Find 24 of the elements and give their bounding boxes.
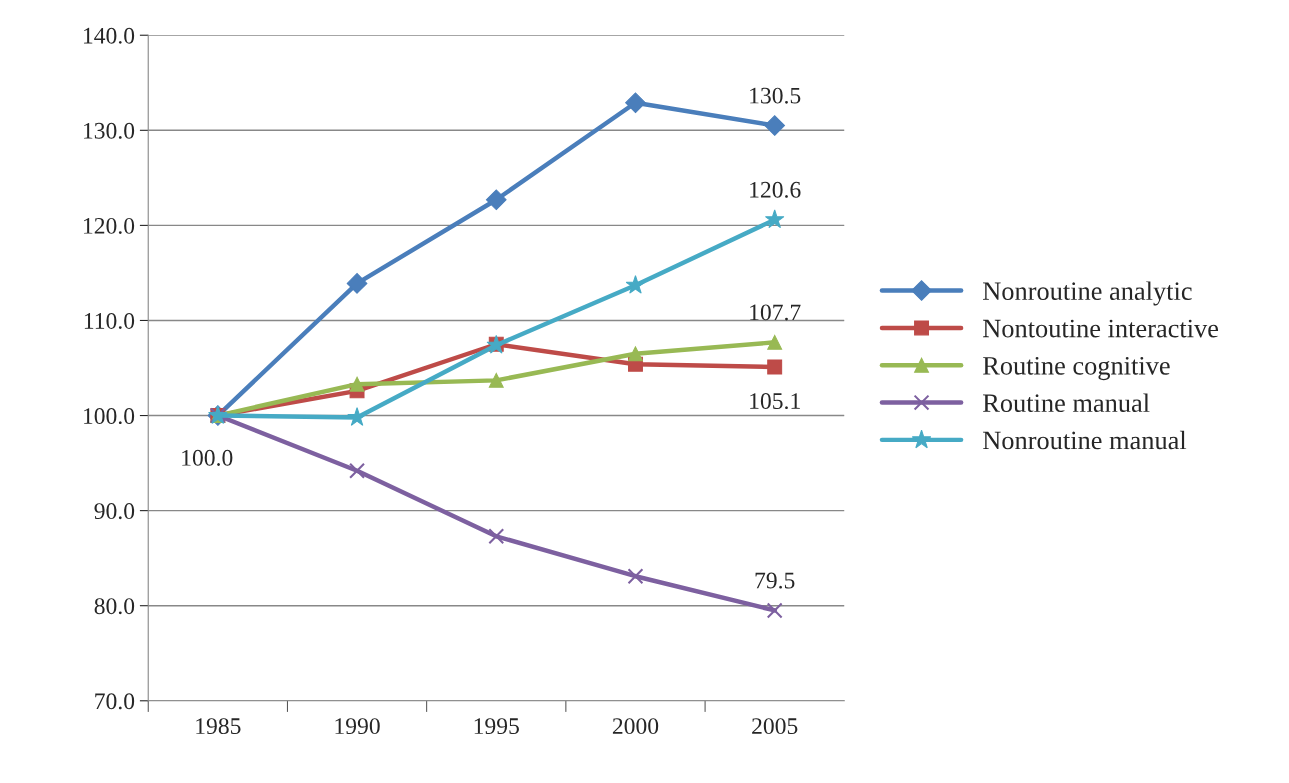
- y-tick-label: 70.0: [95, 693, 135, 710]
- data-label: 120.6: [750, 181, 801, 198]
- x-tick-label: 1995: [474, 718, 519, 735]
- data-label: 130.5: [750, 87, 801, 104]
- x-tick-label: 1990: [335, 718, 380, 735]
- y-tick-label: 120.0: [83, 217, 135, 234]
- legend-label: Nonroutine analytic: [983, 281, 1192, 306]
- legend-label: Nonroutine manual: [983, 430, 1187, 450]
- y-tick-label: 80.0: [94, 598, 135, 615]
- y-tick-label: 140.0: [83, 27, 135, 44]
- y-tick-label: 110.0: [84, 312, 135, 329]
- x-tick-label: 2005: [752, 718, 798, 735]
- data-label: 107.7: [750, 304, 801, 321]
- y-tick-label: 100.0: [83, 408, 135, 425]
- legend-label: Routine manual: [983, 393, 1150, 413]
- data-label: 100.0: [182, 449, 233, 466]
- y-tick-label: 90.0: [94, 503, 135, 520]
- data-label: 79.5: [755, 572, 795, 589]
- legend-label: Routine cognitive: [983, 356, 1170, 381]
- legend-label: Nontoutine interactive: [983, 319, 1219, 338]
- x-tick-label: 2000: [612, 718, 659, 735]
- y-tick-label: 130.0: [83, 122, 135, 139]
- x-tick-label: 1985: [196, 718, 241, 735]
- data-label: 105.1: [750, 393, 800, 410]
